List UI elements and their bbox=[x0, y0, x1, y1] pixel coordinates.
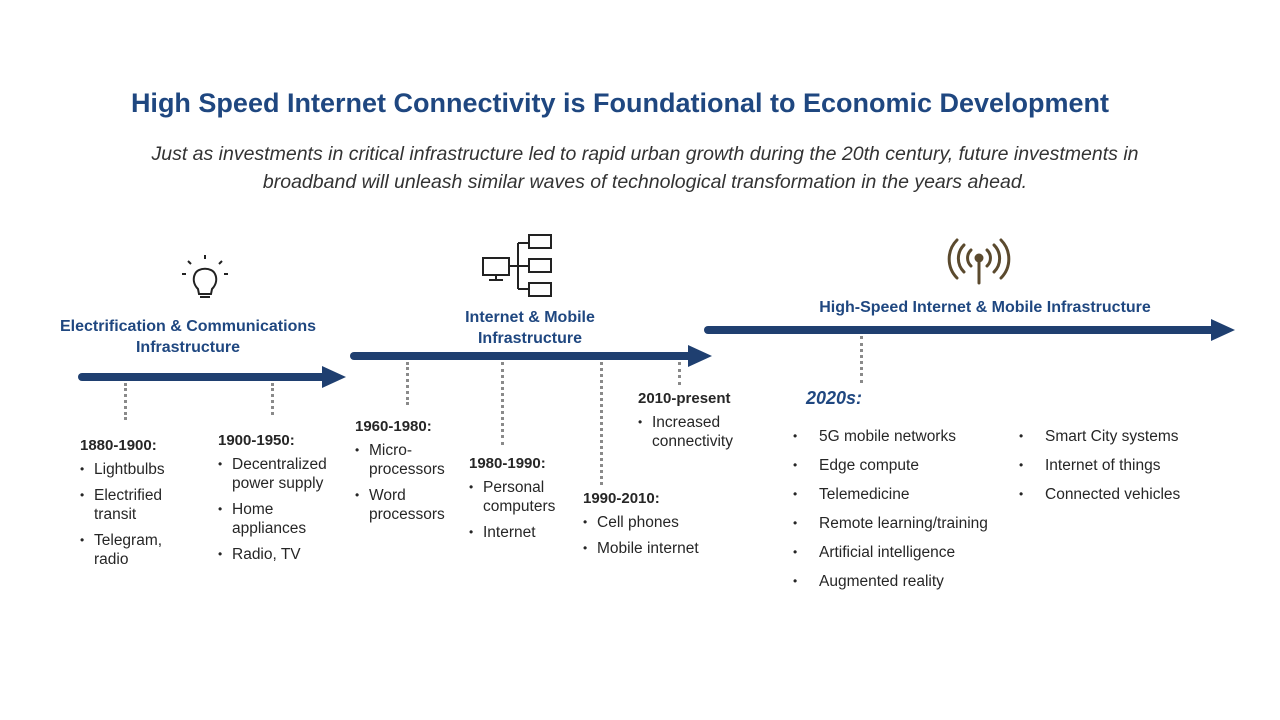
bullet-list: Decentralized power supply Home appliance… bbox=[218, 455, 348, 564]
phase-label: High-Speed Internet & Mobile Infrastruct… bbox=[819, 299, 1151, 316]
network-icon bbox=[482, 234, 552, 297]
bullet-item: Edge compute bbox=[793, 455, 1023, 476]
bullet-item: Telemedicine bbox=[793, 484, 1023, 505]
bullet-item: Mobile internet bbox=[583, 539, 703, 558]
period: 1980-1990: Personal computers Internet bbox=[469, 455, 579, 549]
bullet-item: Connected vehicles bbox=[1019, 484, 1239, 505]
bullet-item: Electrified transit bbox=[80, 486, 190, 524]
connector bbox=[271, 383, 274, 415]
bullet-item: Augmented reality bbox=[793, 571, 1023, 592]
bullet-list: Personal computers Internet bbox=[469, 478, 579, 542]
subtitle: Just as investments in critical infrastr… bbox=[151, 143, 1139, 193]
bullet-item: Smart City systems bbox=[1019, 426, 1239, 447]
bullet-item: Lightbulbs bbox=[80, 460, 190, 479]
bullet-item: Micro-processors bbox=[355, 441, 465, 479]
period-label: 1960-1980: bbox=[355, 418, 432, 435]
bullet-item: Home appliances bbox=[218, 500, 348, 538]
connector bbox=[406, 362, 409, 405]
connector bbox=[501, 362, 504, 445]
bullet-item: Decentralized power supply bbox=[218, 455, 348, 493]
period: 1900-1950: Decentralized power supply Home… bbox=[218, 432, 348, 571]
bulb-icon bbox=[182, 255, 228, 298]
bullet-item: Internet bbox=[469, 523, 579, 542]
antenna-icon bbox=[947, 238, 1011, 285]
connector bbox=[860, 336, 863, 383]
bullet-item: Increased connectivity bbox=[638, 413, 768, 451]
bullet-item: 5G mobile networks bbox=[793, 426, 1023, 447]
bullet-list: Smart City systems Internet of things Conn… bbox=[1019, 426, 1239, 513]
arrows bbox=[78, 319, 1235, 388]
bullet-list: Increased connectivity bbox=[638, 413, 768, 451]
bullet-item: Personal computers bbox=[469, 478, 579, 516]
bullet-list: 5G mobile networks Edge compute Telemedici… bbox=[793, 426, 1023, 600]
period-label: 1980-1990: bbox=[469, 455, 546, 472]
bullet-item: Artificial intelligence bbox=[793, 542, 1023, 563]
period: 1960-1980: Micro-processors Word processor… bbox=[355, 418, 465, 531]
period-label: 1900-1950: bbox=[218, 432, 295, 449]
period-label: 1880-1900: bbox=[80, 437, 157, 454]
connector bbox=[600, 362, 603, 485]
bullet-list: Micro-processors Word processors bbox=[355, 441, 465, 524]
bullet-list: Cell phones Mobile internet bbox=[583, 513, 703, 558]
period-label: 2010-present bbox=[638, 390, 731, 407]
bullet-item: Radio, TV bbox=[218, 545, 348, 564]
bullet-item: Remote learning/training bbox=[793, 513, 1023, 534]
bullet-item: Internet of things bbox=[1019, 455, 1239, 476]
period: 2010-present Increased connectivity bbox=[638, 390, 768, 458]
connector bbox=[124, 383, 127, 420]
phase-label: Electrification & Communications Infrast… bbox=[59, 318, 317, 356]
period-label: 2020s: bbox=[806, 388, 863, 408]
period: 1990-2010: Cell phones Mobile internet bbox=[583, 490, 703, 565]
period-label: 1990-2010: bbox=[583, 490, 660, 507]
connector bbox=[678, 362, 681, 385]
bullet-list: Lightbulbs Electrified transit Telegram, r… bbox=[80, 460, 190, 569]
bullet-item: Telegram, radio bbox=[80, 531, 190, 569]
bullet-item: Cell phones bbox=[583, 513, 703, 532]
phase-label: Internet & Mobile Infrastructure bbox=[465, 309, 595, 347]
title: High Speed Internet Connectivity is Foun… bbox=[130, 88, 1110, 118]
bullet-item: Word processors bbox=[355, 486, 465, 524]
period: 1880-1900: Lightbulbs Electrified transit T… bbox=[80, 437, 190, 576]
